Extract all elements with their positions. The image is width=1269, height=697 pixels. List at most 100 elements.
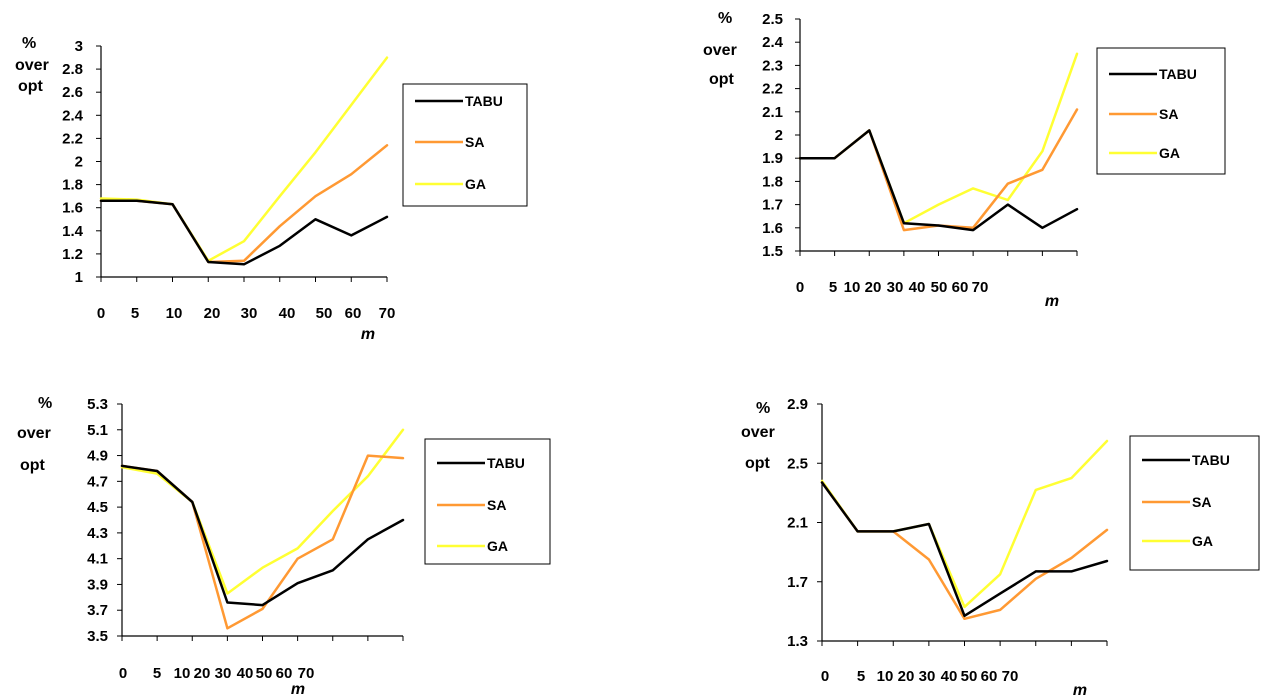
x-tick-label: 50 [961,668,978,685]
legend: TABU SA GA [1096,47,1226,175]
chart-panel-2: 1.5 1.6 1.7 1.8 1.9 2 2.1 2.2 2.3 2.4 2.5 0 5 10 20 30 4… [703,10,1226,310]
y-axis-label: opt [18,78,44,95]
x-tick-label: 5 [153,665,161,682]
x-tick-label: 30 [241,305,258,322]
y-tick-label: 2 [75,154,83,171]
series-line-tabu [120,464,405,607]
y-tick-label: 3.9 [87,576,108,593]
y-tick-label: 2.4 [62,107,84,124]
series-line-sa [99,144,389,264]
y-tick-label: 4.1 [87,551,108,568]
chart-panel-4: 1.3 1.7 2.1 2.5 2.9 0 5 10 20 30 40 50 60 70% over opt m… [741,396,1260,697]
legend-label-sa: SA [487,497,506,513]
series-line-sa [820,481,1109,621]
series-line-sa [798,108,1079,232]
x-tick-label: 40 [941,668,958,685]
y-tick-label: 4.3 [87,525,108,542]
x-tick-label: 20 [898,668,915,685]
x-tick-label: 0 [796,279,804,296]
y-axis-label: % [22,35,36,52]
series-line-ga [820,439,1109,609]
y-axis-label: over [17,425,51,442]
x-tick-label: 30 [919,668,936,685]
chart-panel-1: 11.21.41.61.822.22.42.62.830 5 10 20 30 40 50 6… [15,35,528,343]
x-tick-label: 10 [844,279,861,296]
y-tick-label: 4.7 [87,473,108,490]
legend-label-sa: SA [465,134,484,150]
x-tick-label: 0 [97,305,105,322]
y-tick-label: 1.8 [762,173,783,190]
x-tick-label: 0 [821,668,829,685]
y-tick-label: 4.9 [87,448,108,465]
x-tick-label: 40 [909,279,926,296]
y-tick-label: 2.2 [762,81,783,98]
y-axis-label: over [15,57,49,74]
legend-box [402,83,528,207]
legend: TABU SA GA [402,83,528,207]
x-tick-label: 30 [215,665,232,682]
x-tick-label: 5 [131,305,139,322]
x-tick-label: 20 [204,305,221,322]
y-tick-label: 2.1 [787,515,808,532]
x-tick-label: 30 [887,279,904,296]
y-axis-label: % [38,395,52,412]
legend-label-ga: GA [1159,145,1180,161]
legend-label-tabu: TABU [487,455,525,471]
x-tick-label: 40 [237,665,254,682]
x-tick-label: 70 [1002,668,1019,685]
legend: TABU SA GA [1129,435,1260,571]
y-tick-label: 2.6 [62,84,83,101]
y-axis-label: % [718,10,732,27]
legend-label-tabu: TABU [1192,452,1230,468]
x-tick-label: 70 [298,665,315,682]
legend-label-sa: SA [1192,494,1211,510]
y-tick-label: 2 [775,127,783,144]
x-tick-label: 0 [119,665,127,682]
legend-label-ga: GA [465,176,486,192]
legend: TABU SA GA [424,438,551,565]
y-tick-label: 1.7 [762,197,783,214]
x-tick-label: 10 [877,668,894,685]
series-line-ga [99,56,389,263]
x-tick-label: 60 [981,668,998,685]
y-tick-label: 1.9 [762,150,783,167]
legend-label-ga: GA [1192,533,1213,549]
x-tick-label: 60 [952,279,969,296]
y-tick-label: 2.3 [762,57,783,74]
y-tick-label: 1.7 [787,574,808,591]
x-tick-label: 20 [865,279,882,296]
y-tick-label: 1.6 [762,220,783,237]
y-tick-label: 4.5 [87,499,108,516]
y-axis-label: opt [745,455,771,472]
x-tick-label: 10 [174,665,191,682]
x-axis-label: m [291,681,305,697]
y-tick-label: 2.9 [787,396,808,413]
x-tick-label: 60 [276,665,293,682]
x-tick-label: 20 [194,665,211,682]
x-tick-label: 40 [279,305,296,322]
y-axis-label: over [703,42,737,59]
x-tick-label: 5 [857,668,865,685]
x-axis-label: m [1045,293,1059,310]
y-tick-label: 3 [75,38,83,55]
series-line-tabu [820,481,1109,618]
legend-box [424,438,551,565]
y-tick-label: 1.2 [62,246,83,263]
y-axis-label: % [756,400,770,417]
y-tick-label: 2.2 [62,130,83,147]
x-axis-label: m [1073,682,1087,697]
y-tick-label: 5.3 [87,396,108,413]
chart-panel-3: 3.5 3.7 3.9 4.1 4.3 4.5 4.7 4.9 5.1 5.3 0 5 10 20 30 40… [17,395,551,697]
x-tick-label: 50 [931,279,948,296]
y-tick-label: 1.4 [62,223,84,240]
y-tick-label: 1 [75,269,83,286]
y-tick-label: 2.5 [762,11,783,28]
x-tick-label: 70 [972,279,989,296]
y-tick-label: 1.5 [762,243,783,260]
y-tick-label: 1.8 [62,177,83,194]
y-tick-label: 3.7 [87,602,108,619]
y-tick-label: 2.4 [762,34,784,51]
y-tick-label: 5.1 [87,422,108,439]
y-axis-label: opt [20,457,46,474]
legend-label-tabu: TABU [1159,66,1197,82]
